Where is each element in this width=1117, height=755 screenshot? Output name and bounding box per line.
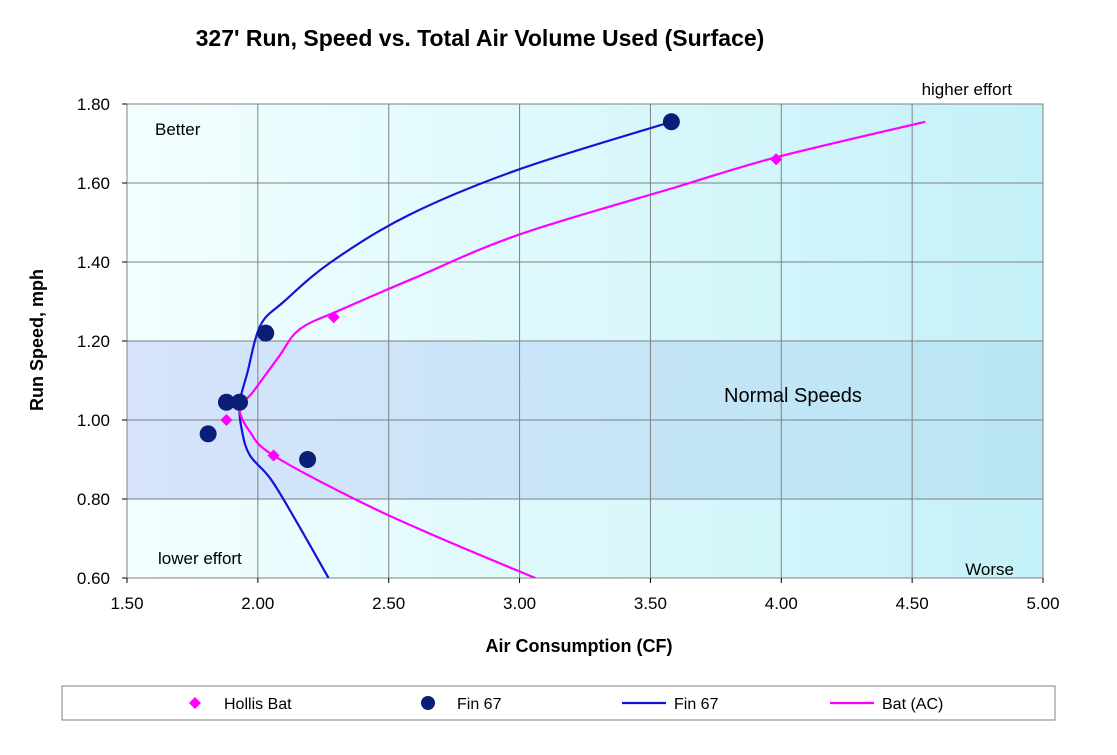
x-tick-label: 3.50: [634, 594, 667, 613]
annotation-better: Better: [155, 120, 201, 139]
point-fin-67: [662, 113, 680, 131]
y-axis-title: Run Speed, mph: [27, 269, 47, 411]
annotation-worse: Worse: [965, 560, 1014, 579]
x-tick-label: 2.50: [372, 594, 405, 613]
annotation-higher-effort: higher effort: [922, 80, 1013, 99]
point-hollis-bat: [267, 449, 280, 462]
annotation-lower-effort: lower effort: [158, 549, 242, 568]
y-tick-label: 1.40: [77, 253, 110, 272]
legend-label-bat-ac: Bat (AC): [882, 696, 943, 713]
y-tick-label: 0.80: [77, 490, 110, 509]
point-fin-67: [299, 451, 317, 468]
legend-label-fin-67: Fin 67: [674, 696, 719, 713]
x-tick-label: 5.00: [1026, 594, 1059, 613]
x-tick-label: 3.00: [503, 594, 536, 613]
series-line-bat-ac: [238, 120, 926, 578]
point-hollis-bat: [220, 414, 233, 426]
annotation-normal-speeds: Normal Speeds: [724, 385, 862, 407]
y-tick-label: 0.60: [77, 569, 110, 588]
legend-swatch-fin-67: [421, 696, 435, 710]
chart-title: 327' Run, Speed vs. Total Air Volume Use…: [196, 25, 765, 51]
series-layer: [199, 113, 926, 578]
y-tick-label: 1.00: [77, 411, 110, 430]
point-hollis-bat: [327, 311, 340, 324]
series-line-fin-67: [238, 120, 672, 578]
point-fin-67: [231, 393, 249, 411]
legend-box: [61, 685, 1056, 721]
x-tick-label: 1.50: [110, 594, 143, 613]
point-fin-67: [257, 324, 275, 342]
point-fin-67: [217, 393, 235, 411]
x-axis-title: Air Consumption (CF): [486, 636, 673, 656]
legend: Hollis Bat Fin 67 Fin 67 Bat (AC): [189, 696, 943, 713]
legend-label-fin-67: Fin 67: [457, 696, 502, 713]
gridlines: [127, 104, 1043, 578]
x-tick-label: 4.50: [896, 594, 929, 613]
y-axis-ticks: 0.60 0.80 1.00 1.20 1.40 1.60 1.80: [77, 95, 127, 588]
legend-swatch-hollis-bat: [189, 697, 201, 709]
point-fin-67: [199, 425, 217, 443]
y-tick-label: 1.60: [77, 174, 110, 193]
y-tick-label: 1.20: [77, 332, 110, 351]
y-tick-label: 1.80: [77, 95, 110, 114]
x-tick-label: 2.00: [241, 594, 274, 613]
x-tick-label: 4.00: [765, 594, 798, 613]
x-axis-ticks: 1.50 2.00 2.50 3.00 3.50 4.00 4.50 5.00: [110, 578, 1060, 613]
legend-label-hollis-bat: Hollis Bat: [224, 696, 292, 713]
point-hollis-bat: [770, 153, 783, 166]
